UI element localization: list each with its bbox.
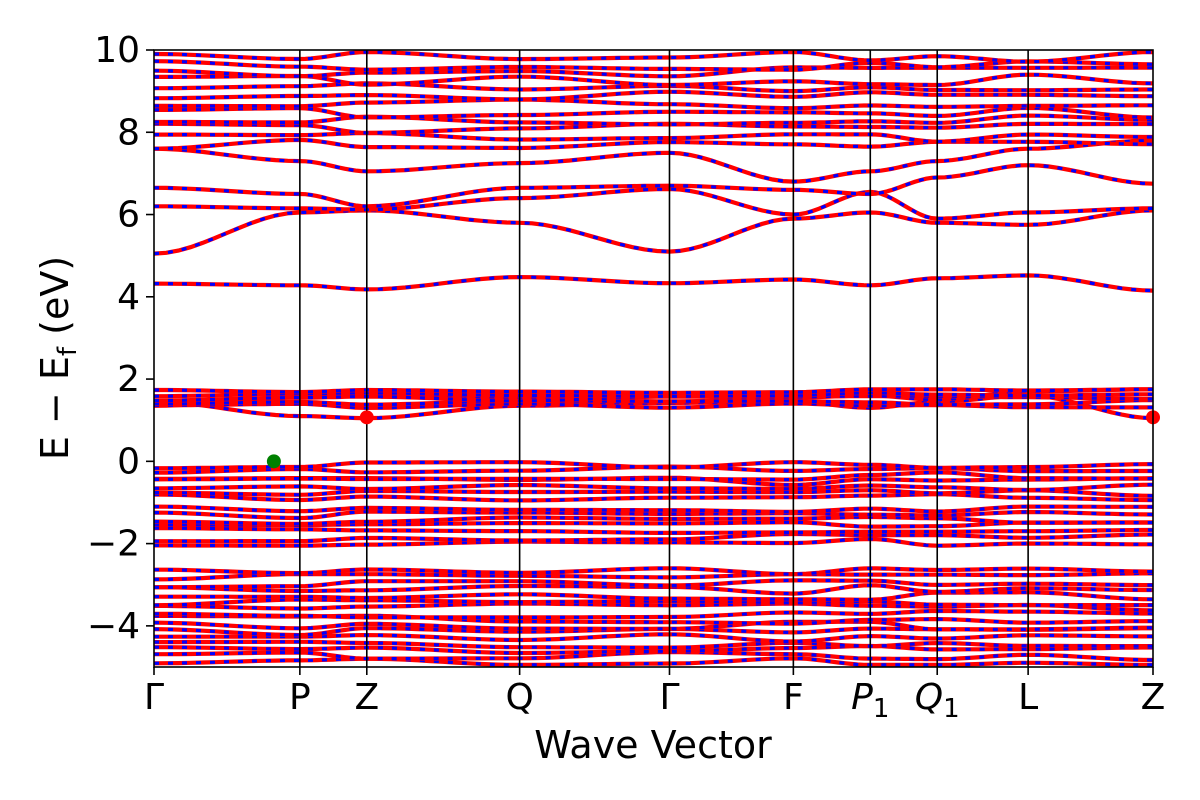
band-line-blue: [154, 620, 1153, 631]
x-tick-label: Q1: [915, 677, 960, 724]
band-line-blue: [154, 73, 1153, 87]
y-tick-label: 4: [117, 277, 140, 318]
band-line-blue: [154, 640, 1153, 650]
y-tick-label: 10: [94, 30, 140, 71]
band-line-red: [154, 590, 1153, 602]
band-line-red: [154, 578, 1153, 590]
y-tick-label: 6: [117, 195, 140, 236]
band-line-blue: [154, 97, 1153, 110]
band-line-blue: [154, 470, 1153, 482]
band-line-blue: [154, 515, 1153, 526]
x-axis-title: Wave Vector: [534, 723, 772, 767]
band-line-blue: [154, 492, 1153, 502]
band-edge-markers: [266, 410, 1160, 469]
band-line-red: [154, 138, 1153, 184]
band-line-blue: [154, 644, 1153, 655]
band-line-blue: [154, 632, 1153, 644]
y-tick-label: 2: [117, 359, 140, 400]
band-line-blue: [154, 532, 1153, 543]
band-line-blue: [154, 614, 1153, 626]
band-line-red: [154, 97, 1153, 111]
band-line-red: [154, 526, 1153, 535]
band-line-blue: [154, 113, 1153, 126]
band-line-blue: [154, 50, 1153, 64]
band-line-red: [154, 387, 1153, 395]
band-line-blue: [154, 571, 1153, 581]
y-tick-label: −2: [87, 524, 140, 565]
y-tick-label: 8: [117, 112, 140, 153]
band-line-blue: [154, 526, 1153, 535]
x-tick-label: Q: [505, 677, 533, 718]
y-axis-ticks: −4 −2 0 2 4 6 8 10: [87, 30, 154, 647]
x-tick-label: Γ: [659, 677, 679, 718]
band-line-blue: [154, 208, 1153, 256]
band-line-blue: [154, 609, 1153, 619]
high-symmetry-lines: [299, 50, 1029, 667]
y-tick-label: 0: [117, 441, 140, 482]
band-line-blue: [154, 187, 1153, 221]
band-line-blue: [154, 106, 1153, 120]
band-line-red: [154, 163, 1153, 209]
band-line-blue: [154, 656, 1153, 667]
band-line-blue: [154, 598, 1153, 607]
x-tick-label: P1: [851, 677, 889, 724]
band-line-blue: [154, 273, 1153, 293]
x-tick-label: Z: [1141, 677, 1166, 718]
band-line-red: [154, 531, 1153, 544]
band-line-blue: [154, 537, 1153, 548]
plot-frame: [153, 49, 1154, 668]
band-line-blue: [154, 505, 1153, 514]
band-line-blue: [154, 138, 1153, 151]
x-tick-label: L: [1018, 677, 1038, 718]
x-tick-label: Γ: [144, 677, 164, 718]
x-tick-label: P: [289, 677, 311, 718]
band-line-blue: [154, 510, 1153, 520]
band-line-blue: [154, 387, 1153, 395]
y-axis-title: E − Ef (eV): [33, 256, 83, 460]
cbm-marker: [359, 410, 374, 425]
x-tick-label: Z: [354, 677, 379, 718]
band-line-red: [154, 137, 1153, 151]
band-line-blue: [154, 650, 1153, 662]
band-line-blue: [154, 520, 1153, 529]
band-line-blue: [154, 131, 1153, 144]
vbm-marker: [266, 454, 281, 469]
band-line-red: [154, 639, 1153, 650]
band-line-blue: [154, 90, 1153, 102]
band-line-blue: [154, 488, 1153, 498]
band-line-blue: [154, 590, 1153, 602]
band-line-blue: [154, 81, 1153, 93]
band-line-blue: [154, 391, 1153, 398]
band-line-blue: [154, 464, 1153, 475]
band-line-blue: [154, 566, 1153, 576]
band-lines: [154, 50, 1153, 667]
x-tick-label: F: [783, 677, 804, 718]
band-line-red: [154, 208, 1153, 256]
band-line-blue: [154, 59, 1153, 72]
band-line-blue: [154, 460, 1153, 470]
band-line-blue: [154, 583, 1153, 596]
band-line-red: [154, 608, 1153, 620]
band-line-blue: [154, 483, 1153, 492]
band-line-blue: [154, 65, 1153, 78]
y-tick-label: −4: [87, 606, 140, 647]
x-axis-ticks: Γ P Z Q Γ F P1 Q1 L Z: [144, 667, 1165, 724]
band-line-blue: [154, 398, 1153, 407]
band-line-red: [154, 482, 1153, 493]
band-line-red: [154, 50, 1153, 64]
band-line-red: [154, 656, 1153, 667]
band-line-blue: [154, 578, 1153, 589]
band-line-red: [154, 89, 1153, 102]
band-line-red: [154, 273, 1153, 293]
